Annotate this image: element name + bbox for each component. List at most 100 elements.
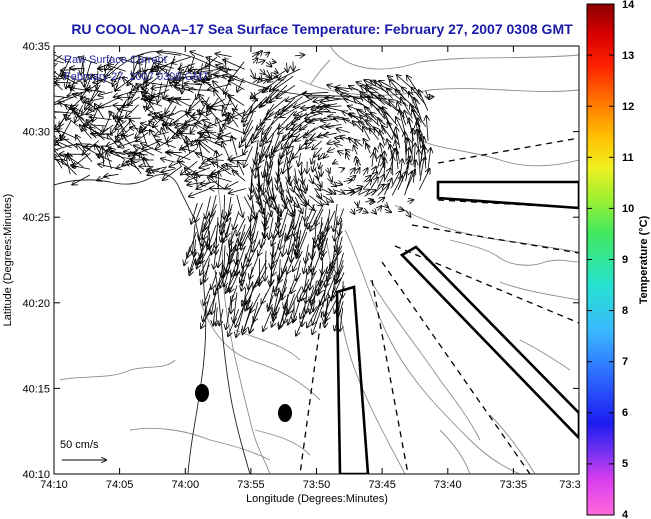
current-vector xyxy=(253,58,258,63)
current-vector xyxy=(377,198,384,204)
x-tick-label: 73:45 xyxy=(368,479,396,491)
current-vector xyxy=(272,250,282,276)
current-vector xyxy=(244,287,245,305)
current-vector xyxy=(225,181,239,189)
current-vector xyxy=(326,125,342,127)
current-vector xyxy=(98,164,121,170)
current-vector xyxy=(378,163,385,175)
current-vector xyxy=(216,307,217,325)
station-marker xyxy=(278,404,292,422)
current-vector xyxy=(232,136,238,156)
current-vector xyxy=(157,52,181,56)
current-vector xyxy=(252,124,266,143)
current-vector xyxy=(242,105,259,122)
current-vector xyxy=(250,175,252,199)
current-vector xyxy=(385,204,388,207)
current-vector xyxy=(271,187,278,212)
current-vector xyxy=(267,98,287,115)
current-vector xyxy=(178,148,198,161)
current-vector xyxy=(323,210,336,237)
current-vector xyxy=(220,68,238,71)
current-vector xyxy=(318,112,337,113)
current-vector xyxy=(333,161,338,163)
current-vector xyxy=(327,257,338,281)
current-vector xyxy=(154,63,175,69)
current-vector xyxy=(223,75,245,83)
current-vector xyxy=(84,97,104,102)
current-vector xyxy=(405,160,410,182)
current-vector xyxy=(396,149,398,170)
current-vector xyxy=(163,166,182,180)
current-vector xyxy=(261,230,266,247)
current-vector xyxy=(252,79,259,83)
current-vector xyxy=(295,132,309,141)
current-vector xyxy=(406,209,411,217)
current-vector xyxy=(136,84,154,98)
current-vector xyxy=(351,209,355,214)
current-vector xyxy=(197,244,205,265)
current-vector xyxy=(223,60,245,70)
current-vector xyxy=(92,75,114,85)
current-vector xyxy=(244,112,254,134)
current-vector xyxy=(95,104,105,120)
current-vector xyxy=(183,119,205,129)
current-vector xyxy=(54,53,69,63)
current-vector xyxy=(221,224,226,242)
current-vector xyxy=(296,260,301,280)
current-vector xyxy=(313,161,315,172)
current-vector xyxy=(233,210,240,229)
current-vector xyxy=(276,273,280,296)
current-vector xyxy=(265,218,267,238)
current-vector xyxy=(57,141,72,149)
current-vector xyxy=(119,58,134,64)
current-vector xyxy=(107,134,120,148)
current-vector xyxy=(275,133,287,152)
current-vector xyxy=(287,138,294,155)
x-axis-label: Longitude (Degrees:Minutes) xyxy=(246,493,388,505)
current-vector xyxy=(104,174,119,176)
current-vector xyxy=(250,204,253,221)
current-vector xyxy=(208,160,224,161)
current-vector xyxy=(60,136,77,148)
current-vector xyxy=(384,159,385,175)
current-vector xyxy=(328,168,330,173)
colorbar-tick-label: 6 xyxy=(622,407,628,419)
current-vector xyxy=(150,89,170,101)
current-vector xyxy=(425,97,434,98)
current-vector xyxy=(301,196,314,210)
current-vector xyxy=(162,128,170,148)
y-tick-label: 40:20 xyxy=(22,298,50,310)
current-vector xyxy=(258,51,262,55)
current-vector xyxy=(282,238,286,256)
current-vector xyxy=(100,124,114,135)
colorbar-ticks xyxy=(587,3,614,516)
current-vector xyxy=(221,217,226,235)
current-vector xyxy=(178,130,189,148)
current-vector xyxy=(238,162,245,176)
y-axis-label: Latitude (Degrees:Minutes) xyxy=(2,194,14,327)
current-vector xyxy=(118,109,133,112)
current-vector xyxy=(80,125,93,140)
current-vector xyxy=(298,152,300,166)
surface-current-vectors xyxy=(54,51,434,337)
current-vector xyxy=(64,115,79,127)
colorbar-tick-label: 12 xyxy=(622,101,634,113)
current-vector xyxy=(142,75,161,89)
current-vector xyxy=(141,143,163,154)
current-vector xyxy=(194,239,196,256)
current-vector xyxy=(354,146,358,155)
current-vector xyxy=(226,217,232,237)
current-vector xyxy=(118,97,134,98)
current-vector xyxy=(335,182,342,184)
current-vector xyxy=(54,111,71,114)
current-vector xyxy=(260,126,273,146)
current-vector xyxy=(55,118,65,130)
current-vector xyxy=(391,176,402,196)
current-vector xyxy=(272,76,277,78)
current-vector xyxy=(334,216,337,240)
current-vector xyxy=(298,279,310,301)
y-tick-label: 40:10 xyxy=(22,469,50,481)
current-vector xyxy=(324,133,337,135)
current-vector xyxy=(299,188,308,205)
current-vector xyxy=(157,66,175,79)
